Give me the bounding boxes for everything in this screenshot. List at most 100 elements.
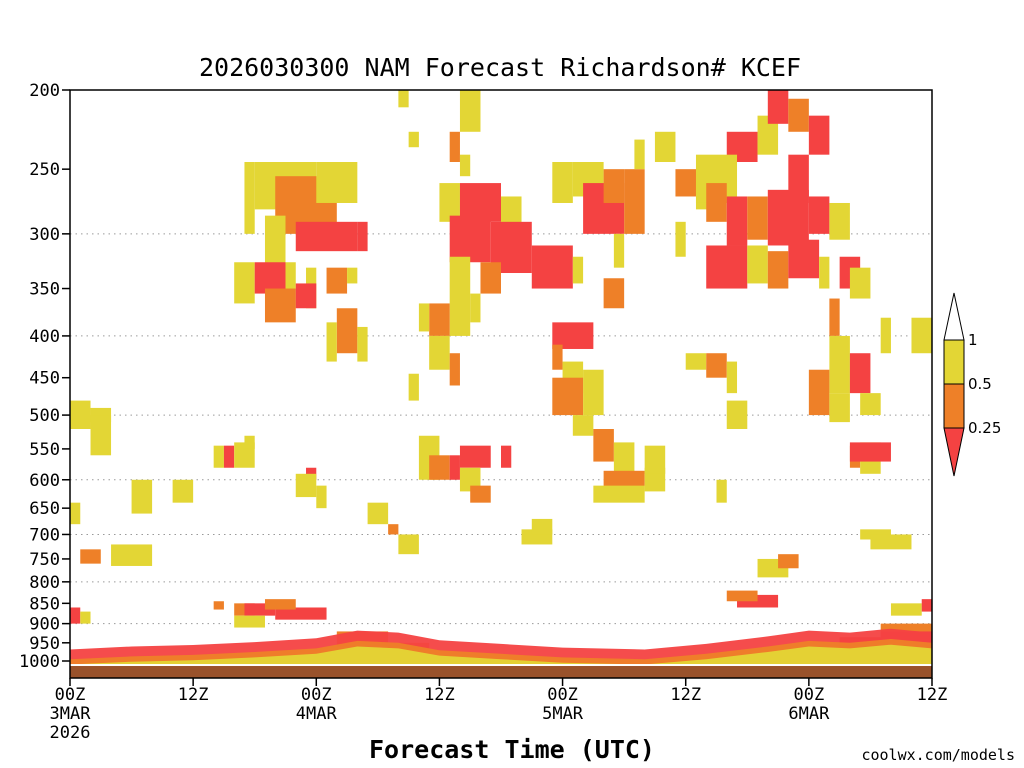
data-cell [706, 353, 727, 378]
data-cell [829, 202, 850, 240]
data-cell [808, 115, 830, 155]
y-tick-label: 400 [29, 327, 60, 347]
data-cell [706, 183, 727, 222]
data-cell [470, 293, 481, 323]
data-cell [757, 115, 779, 155]
x-tick-label: 6MAR [788, 704, 830, 724]
data-cell [593, 485, 645, 503]
data-cell [552, 344, 563, 370]
data-cell [552, 161, 573, 203]
data-cell [80, 549, 101, 564]
data-cell [829, 298, 840, 336]
legend-label: 0.25 [968, 419, 1001, 437]
data-cell [244, 161, 255, 234]
data-cell [459, 467, 481, 492]
data-cell [911, 317, 932, 354]
data-cell [234, 262, 255, 304]
y-tick-label: 700 [29, 525, 60, 545]
data-cell [726, 361, 738, 394]
data-cell [767, 90, 789, 124]
data-cell [531, 518, 553, 535]
legend-bin [943, 383, 965, 429]
data-cell [459, 183, 501, 222]
data-cell [90, 415, 112, 456]
data-cell [449, 256, 471, 336]
data-cell [326, 322, 337, 362]
data-cell [870, 534, 912, 550]
data-cell [70, 607, 81, 624]
data-cell [234, 615, 265, 628]
data-cell [531, 245, 573, 289]
data-cell [398, 534, 419, 555]
data-cell [264, 288, 296, 323]
data-cell [398, 90, 409, 108]
data-cell [624, 169, 645, 234]
x-tick-label: 3MAR [50, 704, 92, 724]
data-cell [470, 485, 491, 503]
data-cell [603, 278, 625, 309]
data-cell [439, 183, 460, 222]
data-cell [316, 161, 358, 203]
data-cell [644, 445, 666, 474]
data-cell [70, 502, 81, 525]
x-tick-label: 00Z [55, 685, 86, 705]
data-cell [254, 262, 286, 294]
terrain-band [70, 666, 932, 678]
data-cell [367, 502, 389, 525]
data-cell [449, 353, 460, 386]
data-cell [747, 196, 768, 240]
x-tick-label: 12Z [178, 685, 209, 705]
data-cell [306, 467, 317, 480]
data-cell [706, 245, 748, 289]
data-cell [295, 473, 317, 498]
y-tick-label: 1000 [19, 652, 60, 672]
data-cell [860, 529, 891, 540]
y-tick-label: 950 [29, 634, 60, 654]
x-tick-label: 12Z [917, 685, 948, 705]
data-cell [326, 267, 348, 294]
data-cell [295, 221, 358, 252]
data-cell [552, 377, 584, 416]
surface-band [70, 628, 932, 678]
data-cell [70, 400, 91, 429]
y-tick-label: 850 [29, 594, 60, 614]
plot-border [69, 89, 933, 679]
y-tick-label: 650 [29, 499, 60, 519]
data-cell [316, 485, 327, 509]
data-cell [890, 603, 922, 616]
data-cell [572, 415, 594, 436]
data-cell [357, 326, 368, 362]
data-cell [429, 303, 450, 336]
data-cell [880, 317, 891, 354]
data-cell [654, 131, 676, 162]
y-tick-label: 600 [29, 471, 60, 491]
y-tick-label: 750 [29, 550, 60, 570]
data-cell [583, 369, 604, 416]
x-tick-label: 2026 [50, 723, 91, 743]
y-tick-label: 200 [29, 81, 60, 101]
data-cell [449, 215, 491, 263]
plot-frame [69, 89, 933, 679]
data-cell [593, 428, 614, 462]
data-cell [418, 303, 430, 332]
data-cell [788, 98, 809, 132]
surface-gap [70, 664, 932, 667]
data-cell [131, 479, 153, 514]
data-cell [244, 435, 255, 449]
data-cells [70, 90, 932, 651]
data-cell [213, 601, 224, 610]
x-axis-label: Forecast Time (UTC) [369, 735, 655, 764]
data-cell [685, 353, 707, 370]
data-cell [726, 400, 748, 429]
data-cell [572, 256, 584, 284]
data-cell [275, 607, 327, 620]
data-cell [111, 544, 153, 566]
data-cell [172, 479, 194, 503]
data-cell [921, 599, 932, 612]
data-cell [449, 131, 460, 162]
y-axis: 200 250 300 350 400 450 500 550 600 650 700 750 8008… [19, 81, 70, 672]
data-cell [336, 308, 358, 354]
y-tick-label: 500 [29, 406, 60, 426]
